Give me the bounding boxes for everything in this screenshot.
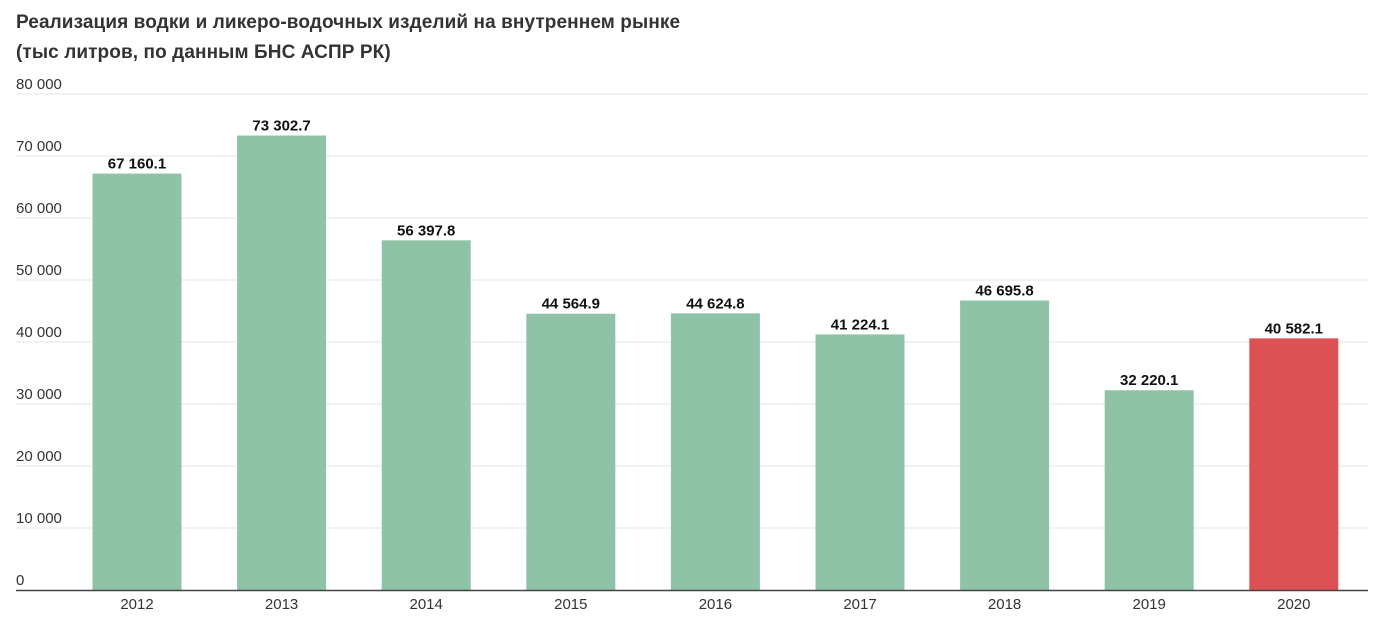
value-label-2015: 44 564.9	[542, 296, 600, 313]
y-tick-label: 30 000	[16, 386, 62, 403]
bar-2017	[815, 334, 905, 590]
x-axis: 2012 2013 2014 2015 2016 2017 2018 2019 2020	[16, 589, 1368, 613]
y-tick-label: 60 000	[16, 200, 62, 217]
bar-2012	[92, 173, 182, 591]
bar-2018	[960, 300, 1050, 590]
x-tick-label-2014: 2014	[410, 596, 443, 613]
y-tick-label: 80 000	[16, 76, 62, 93]
chart-subtitle: (тыс литров, по данным БНС АСПР РК)	[16, 42, 391, 63]
value-label-2017: 41 224.1	[831, 316, 889, 333]
y-axis: 0 10 000 20 000 30 000 40 000 50 000 60 000 70 …	[16, 76, 62, 589]
value-label-2018: 46 695.8	[975, 282, 1033, 299]
bar-2020	[1249, 338, 1339, 590]
y-tick-label: 50 000	[16, 262, 62, 279]
y-tick-label: 20 000	[16, 448, 62, 465]
value-label-2016: 44 624.8	[686, 295, 744, 312]
x-tick-label-2016: 2016	[699, 596, 732, 613]
x-tick-label-2013: 2013	[265, 596, 298, 613]
x-tick-label-2019: 2019	[1133, 596, 1166, 613]
bar-2014	[381, 240, 471, 591]
value-label-2012: 67 160.1	[108, 156, 166, 173]
x-tick-label-2015: 2015	[554, 596, 587, 613]
value-label-2014: 56 397.8	[397, 222, 455, 239]
bar-2013	[237, 135, 327, 590]
y-tick-label: 40 000	[16, 324, 62, 341]
y-tick-label: 70 000	[16, 138, 62, 155]
bar-2016	[670, 313, 760, 590]
bars: 67 160.1 73 302.7 56 397.8 44 564.9 44 624.8…	[92, 118, 1339, 591]
chart-title: Реализация водки и ликеро-водочных издел…	[16, 12, 681, 33]
x-tick-label-2020: 2020	[1277, 596, 1310, 613]
y-tick-label: 10 000	[16, 510, 62, 527]
bar-2019	[1104, 390, 1194, 590]
x-tick-label-2018: 2018	[988, 596, 1021, 613]
value-label-2020: 40 582.1	[1265, 320, 1323, 337]
y-tick-label: 0	[16, 572, 24, 589]
value-label-2013: 73 302.7	[252, 118, 310, 135]
x-tick-label-2017: 2017	[843, 596, 876, 613]
value-label-2019: 32 220.1	[1120, 372, 1178, 389]
x-tick-label-2012: 2012	[120, 596, 153, 613]
bar-2015	[526, 313, 616, 590]
